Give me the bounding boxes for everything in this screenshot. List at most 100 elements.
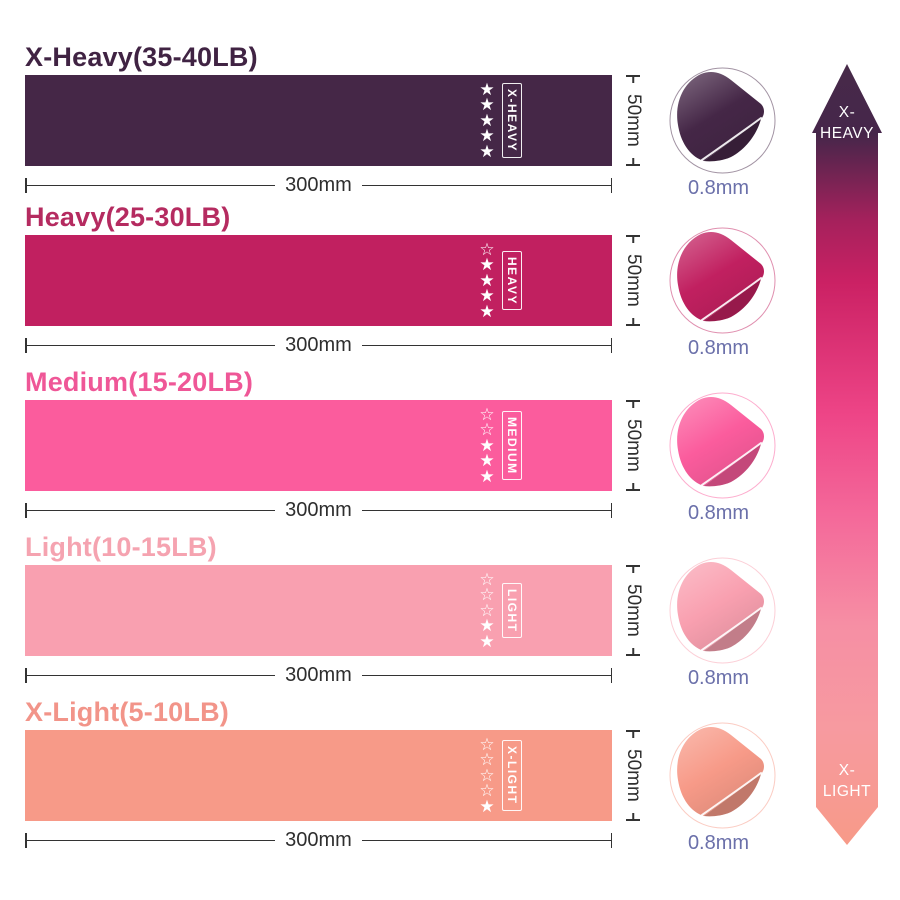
width-label: 50mm: [623, 419, 644, 472]
star-empty-icon: ☆: [479, 600, 495, 620]
width-dimension: 50mm: [620, 730, 646, 821]
band-strength-label: LIGHT: [502, 582, 522, 639]
dimension-line: [361, 674, 611, 677]
width-dimension: 50mm: [620, 565, 646, 656]
dimension-line: [26, 674, 276, 677]
dimension-line: [361, 344, 611, 347]
band-strength-label: X-HEAVY: [502, 83, 522, 158]
dimension-tick: [626, 158, 640, 166]
star-empty-icon: ☆: [479, 734, 495, 754]
length-dimension: 300mm: [25, 664, 613, 686]
band-swatch: ★ ★ ★ ★ ★ X-HEAVY: [25, 75, 612, 166]
dimension-tick: [626, 400, 640, 408]
star-rating-icon: ★ ★ ★ ★ ★: [477, 79, 497, 161]
band-swatch: ☆ ☆ ★ ★ ★ MEDIUM: [25, 400, 612, 491]
length-dimension: 300mm: [25, 499, 613, 521]
band-badge: ☆ ☆ ★ ★ ★ MEDIUM: [477, 400, 522, 491]
dimension-tick: [626, 730, 640, 738]
star-empty-icon: ☆: [479, 404, 495, 424]
star-rating-icon: ☆ ☆ ★ ★ ★: [477, 404, 497, 485]
scale-top-label: X- HEAVY: [820, 104, 874, 142]
width-label: 50mm: [623, 584, 644, 637]
star-filled-icon: ★: [479, 79, 495, 99]
length-label: 300mm: [285, 664, 352, 686]
length-dimension: 300mm: [25, 334, 613, 356]
star-empty-icon: ☆: [479, 420, 495, 440]
thickness-label: 0.8mm: [687, 337, 750, 359]
dimension-line: [361, 839, 611, 842]
band-strength-label: HEAVY: [502, 250, 522, 311]
width-label: 50mm: [623, 254, 644, 307]
dimension-tick: [610, 503, 613, 518]
band-row-heavy: Heavy(25-30LB) ☆ ★ ★ ★ ★ HEAVY 300mm 50mm 0.…: [0, 202, 900, 370]
scale-bottom-label: X- LIGHT: [822, 762, 872, 800]
band-badge: ☆ ★ ★ ★ ★ HEAVY: [477, 235, 522, 326]
dimension-tick: [626, 318, 640, 326]
length-label: 300mm: [285, 499, 352, 521]
dimension-line: [361, 184, 611, 187]
star-rating-icon: ☆ ☆ ☆ ★ ★: [477, 571, 497, 651]
dimension-tick: [25, 338, 27, 353]
star-filled-icon: ★: [479, 270, 495, 290]
width-dimension: 50mm: [620, 400, 646, 491]
width-dimension: 50mm: [620, 235, 646, 326]
folded-band-photo: [669, 722, 776, 829]
folded-band-photo: [669, 227, 776, 334]
dimension-tick: [610, 668, 613, 683]
dimension-line: [26, 184, 276, 187]
width-dimension: 50mm: [620, 75, 646, 166]
folded-band-photo: [669, 392, 776, 499]
star-filled-icon: ★: [479, 126, 495, 146]
star-rating-icon: ☆ ☆ ☆ ☆ ★: [477, 734, 497, 816]
length-label: 300mm: [285, 174, 352, 196]
dimension-tick: [25, 833, 27, 848]
thickness-label: 0.8mm: [687, 502, 750, 524]
star-filled-icon: ★: [479, 796, 495, 816]
band-row-x-heavy: X-Heavy(35-40LB) ★ ★ ★ ★ ★ X-HEAVY 300mm 50m…: [0, 42, 900, 210]
star-filled-icon: ★: [479, 631, 495, 651]
star-empty-icon: ☆: [479, 781, 495, 801]
band-strength-label: MEDIUM: [502, 410, 522, 481]
star-filled-icon: ★: [479, 435, 495, 455]
star-filled-icon: ★: [479, 301, 495, 321]
dimension-tick: [626, 483, 640, 491]
dimension-tick: [610, 178, 613, 193]
dimension-tick: [626, 648, 640, 656]
thickness-label: 0.8mm: [687, 667, 750, 689]
star-rating-icon: ☆ ★ ★ ★ ★: [477, 239, 497, 321]
band-title: Heavy(25-30LB): [25, 202, 231, 232]
band-title: Medium(15-20LB): [25, 367, 254, 397]
folded-band-photo: [669, 67, 776, 174]
star-empty-icon: ☆: [479, 585, 495, 605]
dimension-tick: [626, 235, 640, 243]
star-filled-icon: ★: [479, 141, 495, 161]
band-title: X-Heavy(35-40LB): [25, 42, 258, 72]
band-title: X-Light(5-10LB): [25, 697, 229, 727]
band-row-medium: Medium(15-20LB) ☆ ☆ ★ ★ ★ MEDIUM 300mm 50mm …: [0, 367, 900, 535]
star-filled-icon: ★: [479, 616, 495, 636]
star-filled-icon: ★: [479, 286, 495, 306]
width-label: 50mm: [623, 749, 644, 802]
star-empty-icon: ☆: [479, 765, 495, 785]
length-dimension: 300mm: [25, 174, 613, 196]
dimension-tick: [25, 668, 27, 683]
band-swatch: ☆ ☆ ☆ ★ ★ LIGHT: [25, 565, 612, 656]
band-title: Light(10-15LB): [25, 532, 217, 562]
dimension-tick: [626, 565, 640, 573]
band-row-x-light: X-Light(5-10LB) ☆ ☆ ☆ ☆ ★ X-LIGHT 300mm 50mm…: [0, 697, 900, 865]
star-filled-icon: ★: [479, 255, 495, 275]
band-row-light: Light(10-15LB) ☆ ☆ ☆ ★ ★ LIGHT 300mm 50mm 0.…: [0, 532, 900, 700]
dimension-tick: [626, 75, 640, 83]
band-swatch: ☆ ★ ★ ★ ★ HEAVY: [25, 235, 612, 326]
star-empty-icon: ☆: [479, 239, 495, 259]
length-label: 300mm: [285, 334, 352, 356]
dimension-line: [26, 839, 276, 842]
band-badge: ★ ★ ★ ★ ★ X-HEAVY: [477, 75, 522, 166]
width-label: 50mm: [623, 94, 644, 147]
star-filled-icon: ★: [479, 110, 495, 130]
dimension-tick: [626, 813, 640, 821]
dimension-tick: [25, 503, 27, 518]
dimension-tick: [610, 833, 613, 848]
star-filled-icon: ★: [479, 451, 495, 471]
thickness-label: 0.8mm: [687, 177, 750, 199]
